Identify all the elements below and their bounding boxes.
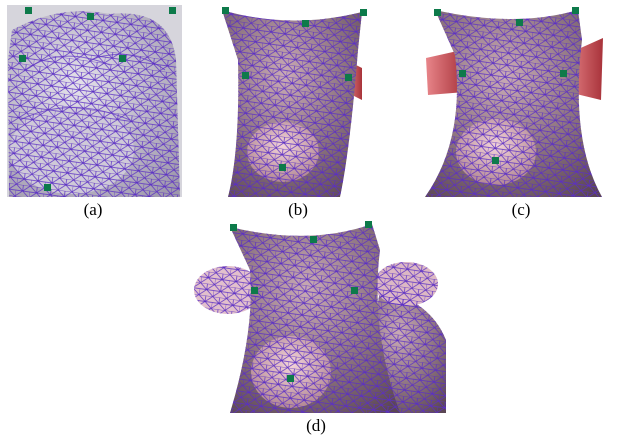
caption: (c) xyxy=(512,200,531,219)
mesh xyxy=(8,11,180,197)
figure: (a) (b) (c) xyxy=(0,0,631,438)
marker xyxy=(87,13,94,20)
marker xyxy=(365,221,372,228)
mesh xyxy=(230,224,446,413)
marker xyxy=(119,55,126,62)
panel-b: (b) xyxy=(222,7,367,219)
marker xyxy=(44,184,51,191)
marker xyxy=(459,70,466,77)
marker xyxy=(242,72,249,79)
marker xyxy=(310,236,317,243)
marker xyxy=(222,7,229,14)
marker xyxy=(302,20,309,27)
caption: (d) xyxy=(306,416,326,435)
panel-c: (c) xyxy=(425,7,603,219)
marker xyxy=(434,9,441,16)
mesh xyxy=(425,10,602,197)
panel-a: (a) xyxy=(7,5,182,219)
mesh xyxy=(374,262,438,306)
marker xyxy=(492,157,499,164)
caption: (b) xyxy=(288,200,308,219)
marker xyxy=(279,164,286,171)
caption: (a) xyxy=(84,200,103,219)
marker xyxy=(516,19,523,26)
mesh xyxy=(222,10,362,197)
marker xyxy=(560,70,567,77)
marker xyxy=(287,375,294,382)
marker xyxy=(572,7,579,14)
panel-d: (d) xyxy=(194,221,446,435)
marker xyxy=(360,9,367,16)
marker xyxy=(345,74,352,81)
marker xyxy=(169,7,176,14)
marker xyxy=(25,7,32,14)
marker xyxy=(251,287,258,294)
marker xyxy=(351,287,358,294)
figure-canvas: (a) (b) (c) xyxy=(0,0,631,438)
marker xyxy=(19,55,26,62)
marker xyxy=(230,224,237,231)
